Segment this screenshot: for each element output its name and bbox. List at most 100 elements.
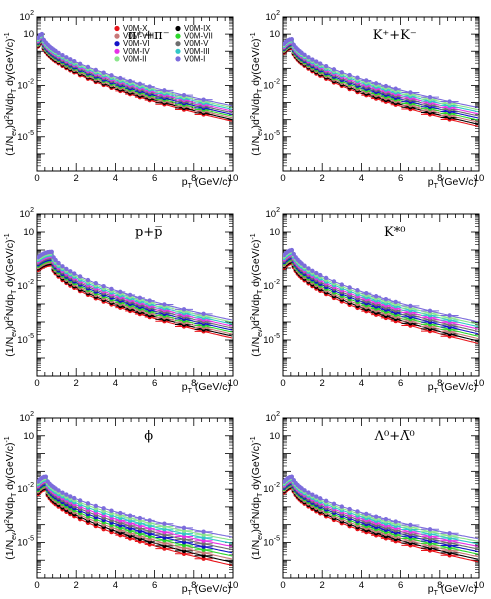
data-point [127, 513, 133, 518]
x-tick-label: 2 [320, 173, 325, 184]
x-tick-label: 2 [74, 580, 79, 591]
y-tick-label: 10-5 [17, 535, 34, 548]
data-point [364, 78, 369, 83]
data-point [101, 70, 106, 75]
legend-label: V0M-X [123, 24, 148, 33]
y-tick-label: 10-5 [263, 130, 280, 143]
data-point [60, 53, 65, 58]
legend-marker [175, 48, 181, 54]
legend-marker [114, 33, 120, 39]
data-point [72, 271, 77, 276]
x-tick-label: 8 [191, 173, 196, 184]
data-point [355, 509, 360, 514]
data-point [49, 249, 54, 254]
series-line-V0M-I [37, 251, 233, 321]
data-point [314, 59, 319, 64]
data-point [323, 275, 329, 281]
data-point [314, 494, 319, 499]
y-tick-label: 10-5 [263, 535, 280, 548]
data-point [447, 531, 452, 536]
data-point [93, 503, 99, 509]
data-point [447, 99, 452, 104]
data-point [339, 70, 344, 75]
x-tick-label: 10 [474, 173, 485, 184]
data-point [147, 298, 152, 303]
chart-panel-2: 0 2 4 6 8 10 10-5 10-2 10 102 pT (GeV/c) (1/Nev)d2N… [250, 10, 484, 190]
data-point [93, 67, 99, 73]
data-point [302, 488, 307, 493]
data-point [85, 277, 91, 283]
x-axis-title: pT (GeV/c) [182, 176, 231, 190]
data-point [109, 286, 114, 292]
x-tick-label: 4 [113, 378, 118, 389]
legend-label: V0M-VII [184, 32, 213, 41]
data-point [318, 61, 323, 66]
data-point [347, 285, 352, 290]
y-tick-label: 10-5 [17, 333, 34, 346]
data-point [339, 282, 344, 287]
data-point [355, 288, 360, 293]
series-group [37, 474, 233, 566]
y-tick-label: 10 [269, 431, 280, 442]
data-point [302, 52, 307, 58]
data-point [72, 58, 77, 64]
data-point [68, 269, 73, 274]
data-point [68, 494, 73, 499]
data-point [331, 279, 337, 284]
chart-panel-3: 0 2 4 6 8 10 10-5 10-2 10 102 pT (GeV/c) (1/Nev)d2N… [4, 207, 238, 395]
x-tick-label: 6 [152, 378, 157, 389]
data-point [39, 31, 45, 37]
x-tick-label: 6 [398, 378, 403, 389]
y-tick-label: 10-2 [17, 78, 34, 91]
series-group [283, 247, 479, 344]
data-point [347, 72, 352, 78]
legend-marker [114, 56, 120, 62]
x-tick-label: 10 [228, 580, 239, 591]
data-point [331, 67, 337, 72]
data-point [162, 521, 167, 526]
data-point [314, 270, 319, 276]
y-axis-title: (1/Nev)d2N/dpT dy(GeV/c)-1 [250, 436, 264, 559]
y-tick-label: 10-2 [263, 279, 280, 292]
x-tick-label: 0 [34, 173, 39, 184]
plot-frame [36, 417, 234, 579]
x-axis-title: pT (GeV/c) [428, 583, 477, 597]
data-point [64, 55, 69, 60]
data-point [118, 510, 123, 516]
y-axis-title: (1/Nev)d2N/dpT dy(GeV/c)-1 [4, 32, 18, 155]
y-tick-label: 102 [266, 411, 281, 424]
legend-label: V0M-II [123, 54, 147, 63]
data-point [447, 313, 452, 318]
y-axis-title: (1/Nev)d2N/dpT dy(GeV/c)-1 [250, 32, 264, 155]
data-point [289, 37, 295, 42]
legend-marker [114, 25, 120, 32]
x-tick-label: 0 [34, 378, 39, 389]
data-point [43, 474, 49, 479]
data-point [302, 263, 307, 268]
legend-marker [175, 25, 181, 32]
data-point [85, 64, 91, 70]
data-point [373, 514, 379, 519]
x-tick-label: 0 [34, 580, 39, 591]
data-point [60, 264, 65, 269]
y-tick-label: 102 [20, 10, 35, 23]
series-group [37, 249, 233, 339]
data-point [53, 257, 58, 263]
x-tick-label: 10 [228, 173, 239, 184]
particle-label: K*⁰ [384, 225, 405, 240]
data-point [109, 508, 114, 513]
data-point [72, 495, 77, 501]
x-axis-title: pT (GeV/c) [182, 381, 231, 395]
x-tick-label: 10 [474, 378, 485, 389]
data-point [201, 529, 206, 534]
x-tick-label: 2 [320, 580, 325, 591]
data-point [323, 63, 329, 69]
data-point [289, 247, 295, 253]
y-tick-label: 102 [266, 207, 281, 220]
data-point [310, 57, 315, 62]
y-tick-label: 10 [269, 29, 280, 40]
data-point [181, 92, 187, 98]
data-point [137, 295, 143, 301]
plot-frame [282, 16, 480, 172]
data-point [393, 86, 398, 91]
